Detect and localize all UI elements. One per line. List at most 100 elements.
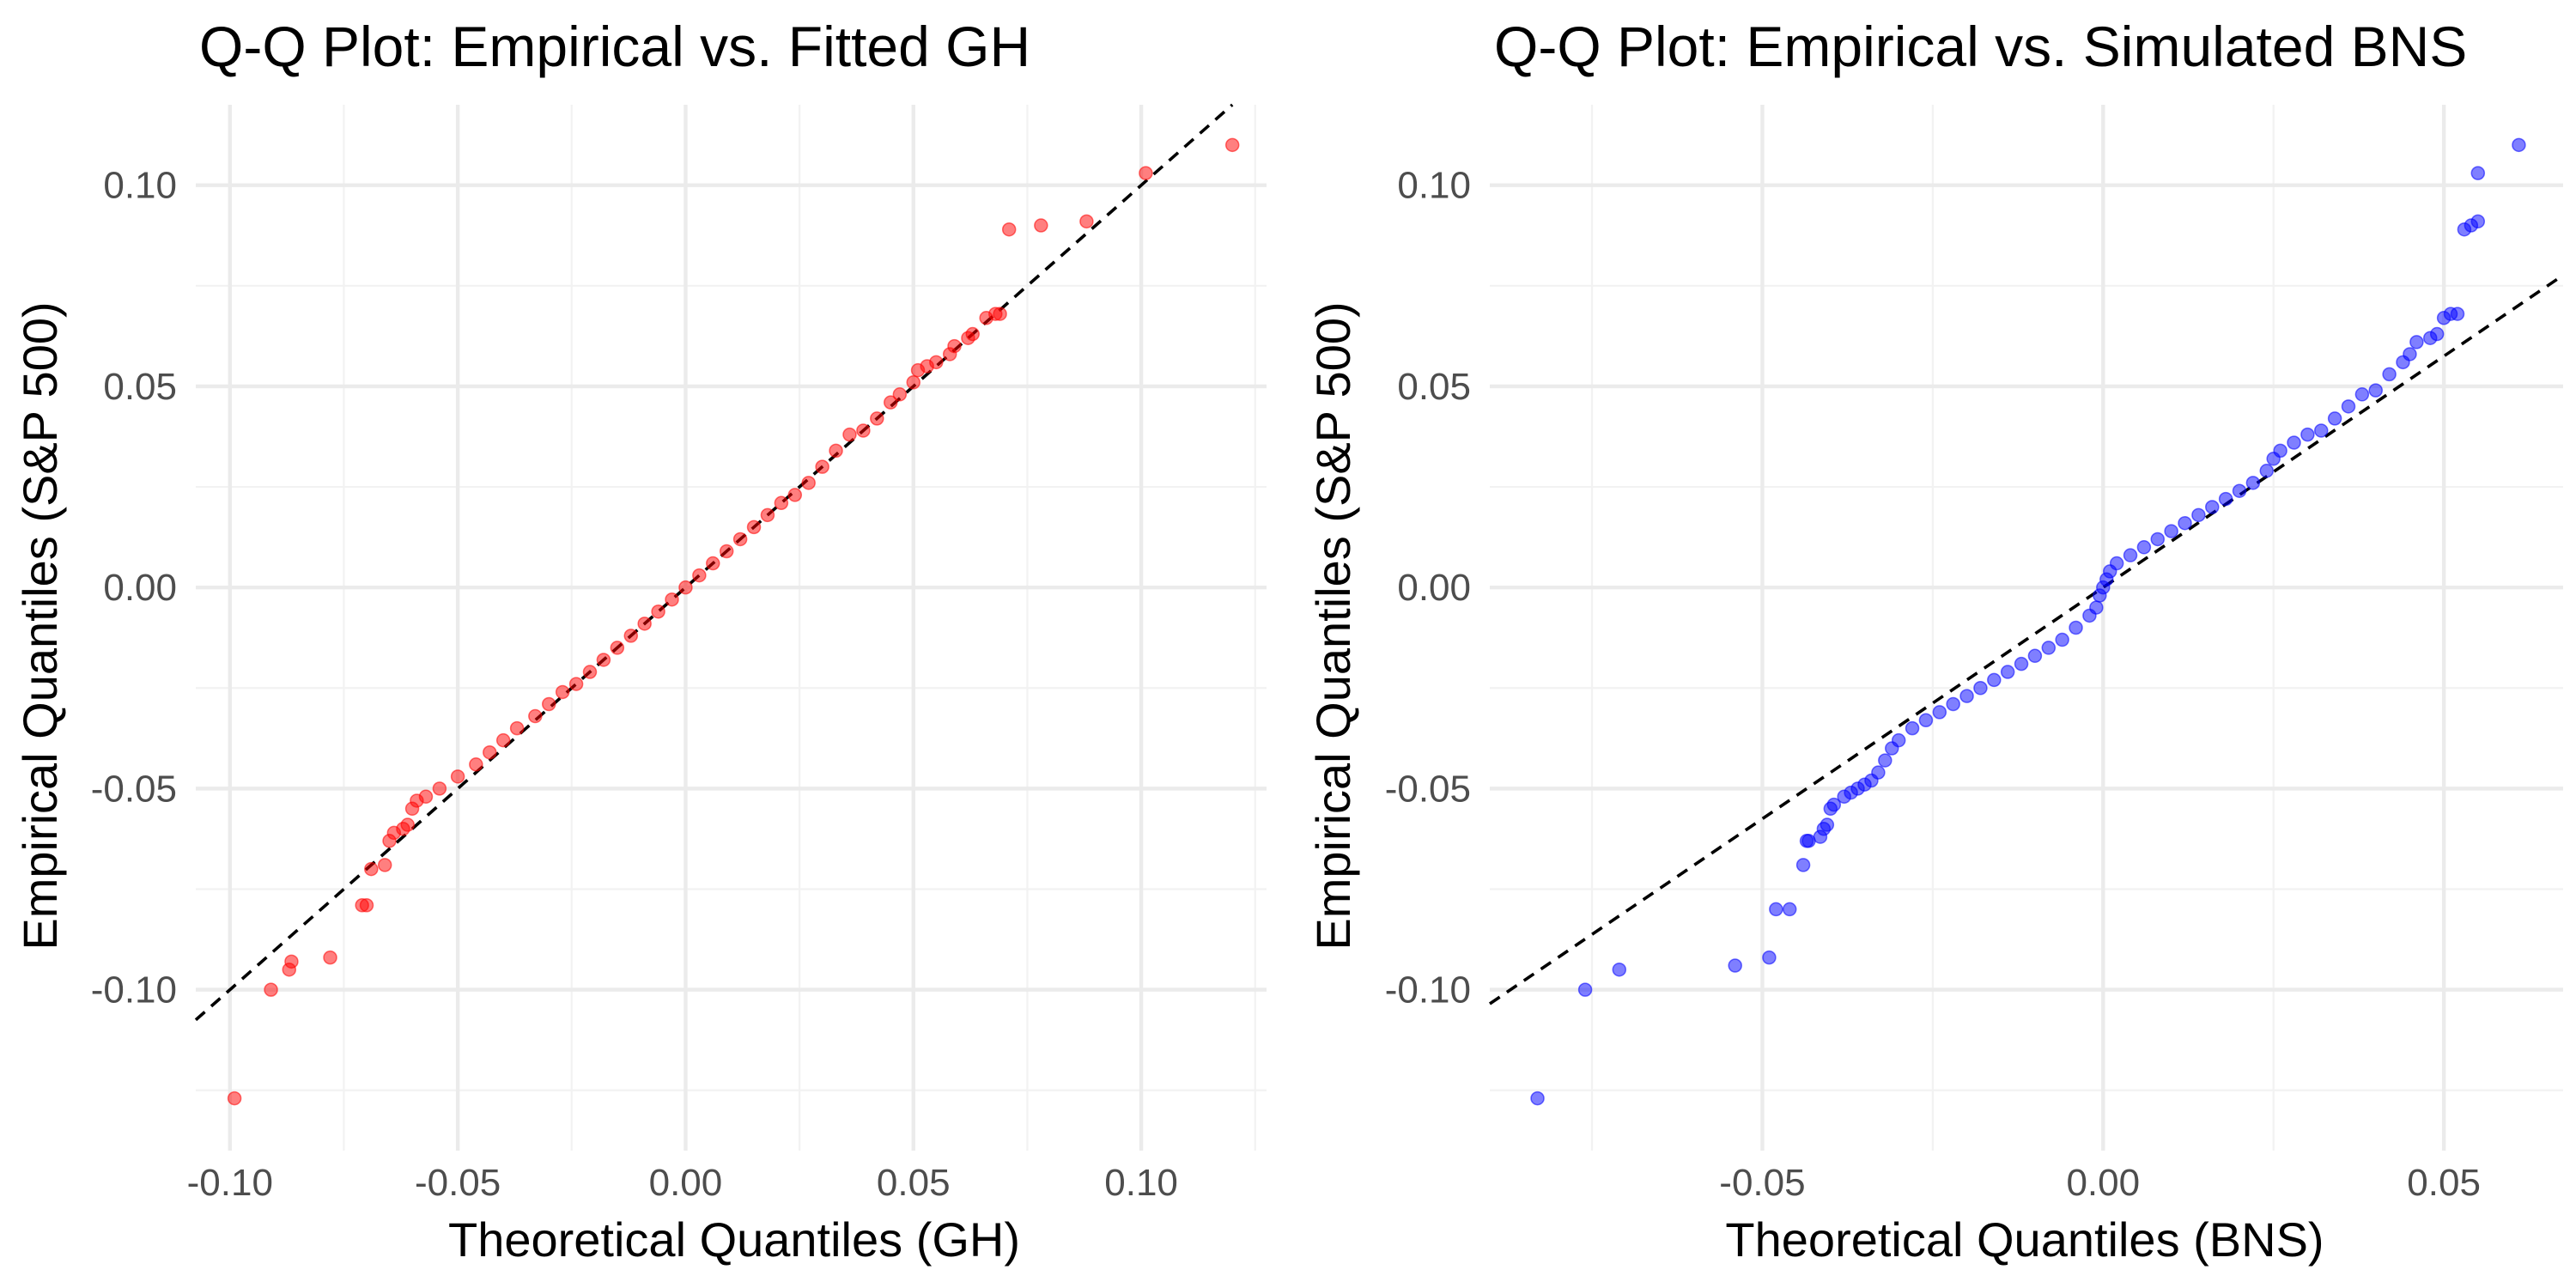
data-point <box>528 708 543 724</box>
major-grid <box>196 105 1267 1151</box>
y-tick-label: -0.10 <box>91 969 177 1012</box>
chart-title: Q-Q Plot: Empirical vs. Simulated BNS <box>1494 15 2467 78</box>
data-point <box>637 617 652 631</box>
data-point <box>651 605 665 619</box>
data-point <box>2470 214 2486 229</box>
data-point <box>2109 556 2124 571</box>
y-tick-label: 0.10 <box>1397 165 1471 207</box>
data-point <box>2314 423 2329 438</box>
qq-panel-bns: Q-Q Plot: Empirical vs. Simulated BNS -0… <box>1306 15 2565 1267</box>
data-point <box>2150 532 2166 547</box>
data-point <box>1946 696 1960 712</box>
data-point <box>2027 648 2043 664</box>
data-point <box>495 732 511 748</box>
x-tick-label: 0.10 <box>1104 1162 1178 1204</box>
data-point <box>787 488 803 502</box>
data-point <box>1769 902 1783 917</box>
data-point <box>1959 689 1974 703</box>
y-axis-ticks: -0.10 -0.05 0.00 0.05 0.10 <box>1385 165 1471 1012</box>
data-point <box>2259 464 2275 478</box>
data-point <box>2429 326 2445 342</box>
data-point <box>856 423 871 438</box>
data-point <box>965 326 980 342</box>
data-point <box>1801 834 1816 848</box>
data-point <box>2089 600 2104 615</box>
data-point <box>2205 500 2220 514</box>
data-point <box>227 1091 242 1106</box>
data-point <box>377 858 392 872</box>
reference-line <box>1488 274 2565 1005</box>
data-point <box>2191 507 2206 523</box>
data-point <box>719 544 734 559</box>
data-point <box>2245 476 2261 490</box>
data-point <box>1826 797 1842 812</box>
data-point <box>774 495 789 511</box>
data-point <box>1762 950 1777 965</box>
x-tick-label: 0.05 <box>877 1162 951 1204</box>
x-tick-label: -0.10 <box>187 1162 273 1204</box>
data-point <box>1034 218 1048 233</box>
minor-grid <box>1490 105 2563 1151</box>
data-point <box>469 757 483 772</box>
data-point <box>706 556 720 571</box>
data-point <box>1795 858 1811 872</box>
y-axis-label: Empirical Quantiles (S&P 500) <box>1306 301 1360 950</box>
y-axis-ticks: -0.10 -0.05 0.00 0.05 0.10 <box>91 165 177 1012</box>
data-point <box>509 720 525 736</box>
data-point <box>883 395 898 410</box>
data-point <box>2470 166 2486 180</box>
data-point <box>2000 665 2015 679</box>
data-point <box>2300 427 2315 442</box>
minor-grid <box>196 105 1267 1151</box>
data-point <box>2409 335 2424 349</box>
data-point <box>2354 387 2370 402</box>
data-point <box>842 427 857 442</box>
data-point <box>400 817 415 832</box>
data-point <box>1871 765 1886 780</box>
data-point <box>1973 681 1988 696</box>
data-point <box>2164 524 2178 538</box>
data-point <box>760 507 775 523</box>
data-point <box>732 532 748 547</box>
data-point <box>870 411 884 426</box>
y-tick-label: -0.05 <box>91 768 177 810</box>
data-point <box>1878 753 1893 768</box>
data-point <box>2287 435 2301 450</box>
x-axis-ticks: -0.05 0.00 0.05 <box>1719 1162 2481 1204</box>
data-point <box>1891 732 1906 748</box>
data-point <box>323 950 337 965</box>
data-point <box>829 443 843 459</box>
data-point <box>418 789 434 805</box>
y-tick-label: -0.05 <box>1385 768 1471 810</box>
x-tick-label: 0.00 <box>2066 1162 2140 1204</box>
data-point <box>2218 491 2233 507</box>
y-axis-label: Empirical Quantiles (S&P 500) <box>13 301 67 950</box>
data-point <box>582 665 598 679</box>
data-point <box>284 954 299 969</box>
y-tick-label: 0.10 <box>103 165 177 207</box>
data-point <box>2123 548 2138 562</box>
data-point <box>2055 632 2069 647</box>
data-points <box>227 137 1240 1106</box>
data-point <box>692 568 707 583</box>
data-point <box>801 476 816 490</box>
data-point <box>596 653 611 667</box>
x-axis-ticks: -0.10 -0.05 0.00 0.05 0.10 <box>187 1162 1178 1204</box>
data-point <box>2014 656 2029 671</box>
data-point <box>1918 713 1934 727</box>
y-tick-label: 0.00 <box>1397 567 1471 609</box>
data-point <box>947 338 962 354</box>
y-tick-label: 0.05 <box>1397 366 1471 408</box>
data-point <box>929 355 944 370</box>
data-point <box>2512 137 2526 153</box>
data-point <box>2041 641 2057 655</box>
y-tick-label: 0.00 <box>103 567 177 609</box>
chart-title: Q-Q Plot: Empirical vs. Fitted GH <box>199 15 1030 78</box>
data-point <box>364 861 379 877</box>
y-tick-label: -0.10 <box>1385 969 1471 1012</box>
data-point <box>678 580 693 595</box>
data-point <box>2403 347 2417 361</box>
data-point <box>1728 958 1742 973</box>
x-axis-label: Theoretical Quantiles (BNS) <box>1725 1212 2324 1267</box>
